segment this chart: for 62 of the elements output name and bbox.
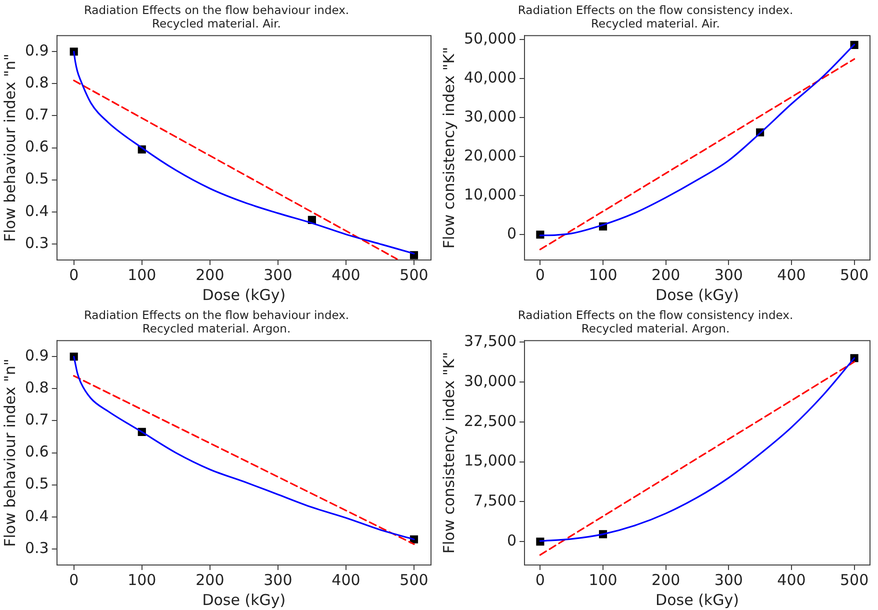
x-tick-label: 200 (652, 266, 680, 284)
y-axis-title: Flow consistency index "K" (440, 46, 458, 249)
x-tick-label: 0 (535, 266, 545, 284)
y-tick-label: 0.4 (24, 202, 49, 220)
y-tick-label: 0.8 (24, 378, 49, 397)
x-tick-label: 300 (714, 266, 743, 284)
x-axis-title: Dose (kGy) (656, 286, 739, 304)
x-tick-label: 0 (69, 266, 79, 284)
x-tick-label: 400 (777, 266, 806, 284)
x-tick-label: 200 (196, 266, 224, 284)
y-tick-label: 0.9 (24, 346, 49, 365)
y-tick-label: 0.3 (24, 234, 49, 252)
y-tick-label: 20,000 (464, 146, 516, 164)
x-tick-label: 400 (777, 570, 806, 589)
x-tick-label: 500 (400, 570, 428, 589)
x-tick-label: 300 (264, 266, 292, 284)
y-tick-label: 37,500 (464, 332, 516, 350)
x-axis-title: Dose (kGy) (656, 590, 739, 609)
y-tick-label: 0.5 (24, 170, 49, 188)
x-tick-label: 100 (588, 266, 618, 284)
y-tick-label: 10,000 (464, 186, 516, 204)
y-axis-title: Flow consistency index "K" (440, 352, 458, 554)
x-tick-label: 100 (128, 570, 156, 589)
x-axis-title: Dose (kGy) (202, 286, 286, 304)
chart-title: Radiation Effects on the flow behaviour index. Recycled material. Air. (84, 2, 350, 31)
y-tick-label: 22,500 (464, 412, 516, 430)
y-tick-label: 15,000 (464, 452, 516, 470)
y-tick-label: 50,000 (464, 29, 516, 48)
y-tick-label: 0.6 (24, 442, 49, 461)
chart-title: Radiation Effects on the flow consistency index. Recycled material. Air. (518, 2, 794, 31)
x-tick-label: 100 (128, 266, 156, 284)
y-tick-label: 0.6 (24, 138, 49, 156)
x-tick-label: 400 (332, 570, 360, 589)
y-tick-label: 0 (506, 531, 516, 550)
x-tick-label: 300 (714, 570, 743, 589)
x-tick-label: 200 (196, 570, 224, 589)
y-tick-label: 30,000 (464, 107, 516, 126)
x-tick-label: 100 (588, 570, 618, 589)
x-axis-title: Dose (kGy) (202, 590, 286, 609)
y-tick-label: 0.5 (24, 474, 49, 493)
y-tick-label: 0 (506, 224, 516, 243)
x-tick-label: 0 (535, 570, 545, 589)
chart-title: Radiation Effects on the flow consistency index. Recycled material. Argon. (518, 308, 794, 336)
y-axis-title: Flow behaviour index "n" (0, 54, 19, 242)
y-tick-label: 0.7 (24, 106, 49, 124)
x-tick-label: 200 (652, 570, 680, 589)
y-tick-label: 0.4 (24, 506, 49, 525)
y-tick-label: 0.8 (24, 74, 49, 92)
x-tick-label: 0 (69, 570, 79, 589)
y-tick-label: 0.3 (24, 538, 49, 557)
chart-title: Radiation Effects on the flow behaviour index. Recycled material. Argon. (84, 308, 350, 336)
x-tick-label: 500 (400, 266, 428, 284)
x-tick-label: 400 (332, 266, 360, 284)
y-tick-label: 40,000 (464, 68, 516, 86)
x-tick-label: 300 (264, 570, 292, 589)
y-axis-title: Flow behaviour index "n" (0, 358, 19, 547)
y-tick-label: 30,000 (464, 372, 516, 390)
y-tick-label: 7,500 (474, 492, 516, 510)
x-tick-label: 500 (840, 570, 869, 589)
y-tick-label: 0.7 (24, 410, 49, 429)
y-tick-label: 0.9 (24, 42, 49, 60)
x-tick-label: 500 (840, 266, 869, 284)
